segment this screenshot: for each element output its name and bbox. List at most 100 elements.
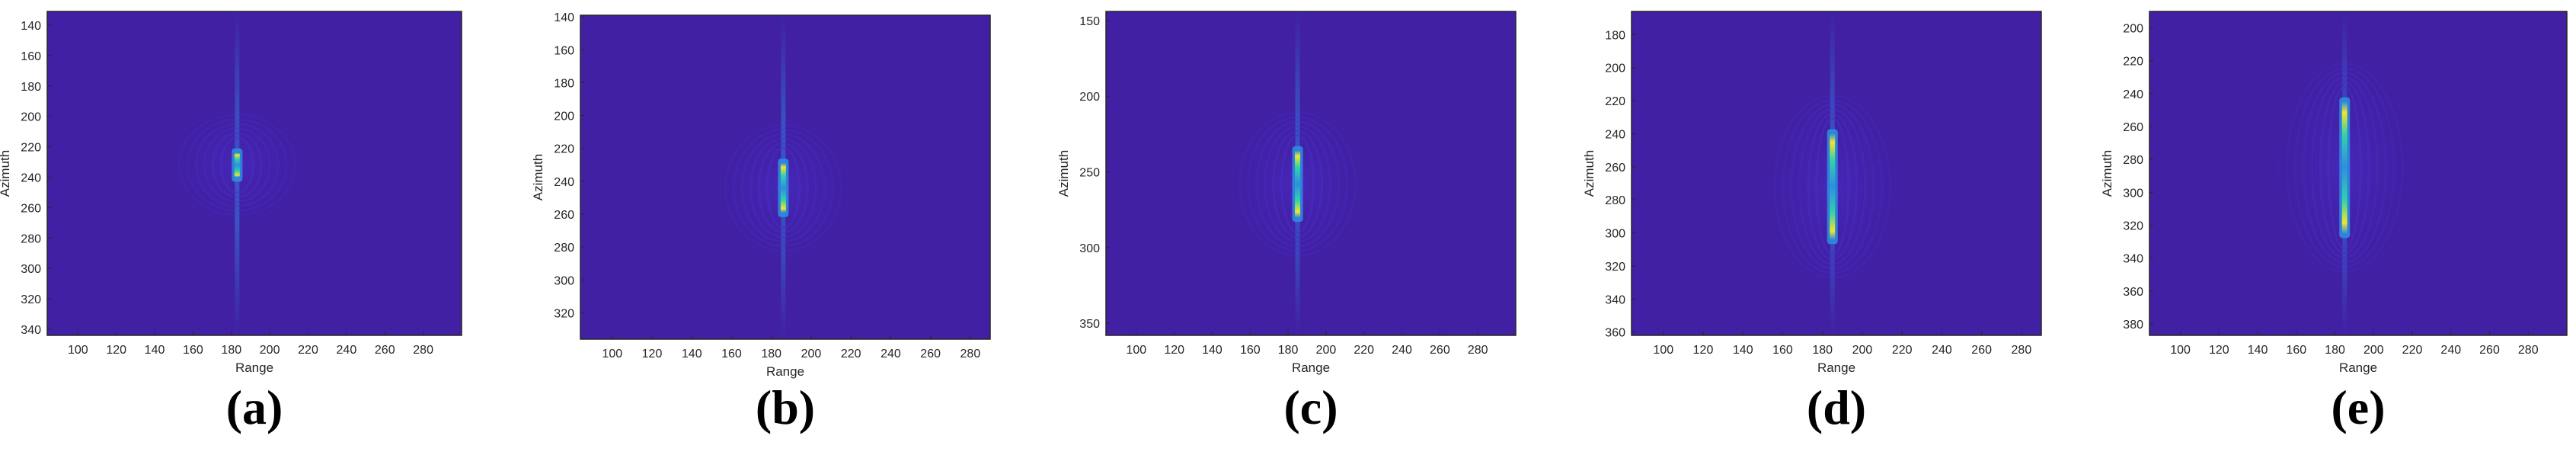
x-tick-label: 280 bbox=[1468, 344, 1488, 357]
y-tick-label: 160 bbox=[21, 50, 41, 63]
x-tick-label: 280 bbox=[413, 344, 433, 357]
y-axis-label: Azimuth bbox=[531, 154, 545, 200]
y-tick-label: 240 bbox=[1605, 128, 1625, 141]
panel-label: (b) bbox=[755, 380, 816, 434]
y-tick-label: 340 bbox=[2123, 253, 2143, 266]
y-tick-label: 300 bbox=[1605, 228, 1625, 241]
y-axis-label: Azimuth bbox=[0, 150, 12, 197]
y-tick-label: 260 bbox=[2123, 121, 2143, 134]
x-tick-label: 120 bbox=[642, 348, 663, 360]
y-tick-label: 240 bbox=[2123, 88, 2143, 101]
panel-label: (c) bbox=[1283, 380, 1338, 434]
heatmap-panel-3: 100 120 140 160 180 200 220 240 260 280 150 200 250 3… bbox=[1056, 11, 1517, 375]
target-response-core bbox=[234, 152, 240, 178]
x-axis-label: Range bbox=[1292, 360, 1330, 375]
heatmap-panel-1: 100 120 140 160 180 200 220 240 260 280 140 160 180 2… bbox=[0, 11, 462, 375]
x-tick-label: 100 bbox=[602, 348, 622, 360]
x-tick-label: 200 bbox=[2363, 344, 2384, 357]
heatmap-panel-4: 100 120 140 160 180 200 220 240 260 280 180 200 220 2… bbox=[1582, 11, 2042, 375]
x-tick-label: 220 bbox=[298, 344, 318, 357]
x-axis-ticks: 100 120 140 160 180 200 220 240 260 280 bbox=[602, 335, 980, 360]
y-tick-label: 180 bbox=[21, 81, 41, 94]
target-response-core bbox=[1295, 150, 1301, 218]
y-tick-label: 300 bbox=[2123, 187, 2143, 200]
x-tick-label: 220 bbox=[1354, 344, 1374, 357]
y-tick-label: 320 bbox=[554, 307, 574, 320]
y-tick-label: 200 bbox=[1605, 62, 1625, 75]
x-tick-label: 260 bbox=[1430, 344, 1450, 357]
x-tick-label: 140 bbox=[682, 348, 702, 360]
y-tick-label: 320 bbox=[2123, 219, 2143, 232]
x-tick-label: 200 bbox=[801, 348, 822, 360]
heatmap-panel-2: 100 120 140 160 180 200 220 240 260 280 140 160 180 2… bbox=[531, 11, 991, 379]
y-tick-label: 220 bbox=[2123, 56, 2143, 69]
x-tick-label: 160 bbox=[2286, 344, 2306, 357]
x-tick-label: 160 bbox=[1772, 344, 1793, 357]
plot-frame bbox=[1631, 11, 2042, 336]
x-tick-label: 180 bbox=[761, 348, 781, 360]
x-axis-ticks: 100 120 140 160 180 200 220 240 260 280 bbox=[1653, 332, 2031, 357]
target-response-core bbox=[780, 163, 786, 213]
target-response-core bbox=[1830, 133, 1836, 240]
x-tick-label: 200 bbox=[1852, 344, 1873, 357]
x-axis-ticks: 100 120 140 160 180 200 220 240 260 280 bbox=[2170, 332, 2539, 357]
x-tick-label: 180 bbox=[2325, 344, 2345, 357]
x-tick-label: 120 bbox=[1693, 344, 1714, 357]
x-tick-label: 240 bbox=[1932, 344, 1952, 357]
y-tick-label: 300 bbox=[21, 263, 41, 276]
y-tick-label: 200 bbox=[1079, 91, 1100, 104]
heatmap-panel-5: 100 120 140 160 180 200 220 240 260 2802002202402… bbox=[2100, 11, 2568, 375]
x-tick-label: 280 bbox=[2012, 344, 2032, 357]
y-tick-label: 320 bbox=[1605, 261, 1625, 274]
y-tick-label: 180 bbox=[554, 77, 574, 90]
y-tick-label: 280 bbox=[2123, 154, 2143, 167]
y-tick-label: 320 bbox=[21, 293, 41, 306]
x-tick-label: 220 bbox=[2402, 344, 2423, 357]
x-tick-label: 180 bbox=[1812, 344, 1833, 357]
y-tick-label: 260 bbox=[21, 202, 41, 215]
x-tick-label: 200 bbox=[1316, 344, 1337, 357]
x-tick-label: 280 bbox=[960, 348, 981, 360]
plot-frame bbox=[2149, 11, 2568, 336]
y-tick-label: 250 bbox=[1079, 167, 1100, 180]
x-tick-label: 140 bbox=[2248, 344, 2268, 357]
x-tick-label: 240 bbox=[2440, 344, 2461, 357]
x-tick-label: 240 bbox=[881, 348, 901, 360]
y-tick-label: 220 bbox=[21, 142, 41, 155]
x-axis-label: Range bbox=[2339, 360, 2377, 375]
x-tick-label: 160 bbox=[1240, 344, 1261, 357]
y-tick-label: 160 bbox=[554, 44, 574, 57]
y-axis-label: Azimuth bbox=[1582, 150, 1596, 197]
y-tick-label: 220 bbox=[554, 143, 574, 156]
y-tick-label: 220 bbox=[1605, 95, 1625, 108]
y-axis-ticks: 180 200 220 240 260 280 300 320 340 360 bbox=[1605, 29, 1635, 340]
y-tick-label: 340 bbox=[21, 324, 41, 337]
x-tick-label: 240 bbox=[337, 344, 357, 357]
x-tick-label: 260 bbox=[920, 348, 941, 360]
y-axis-ticks: 140 160 180 200 220 240 260 280 300 320 bbox=[554, 11, 584, 320]
panel-label: (a) bbox=[225, 380, 283, 434]
plot-frame bbox=[580, 14, 991, 340]
x-tick-label: 160 bbox=[721, 348, 742, 360]
y-tick-label: 150 bbox=[1079, 15, 1100, 28]
x-axis-ticks: 100 120 140 160 180 200 220 240 260 280 bbox=[1127, 332, 1488, 357]
x-tick-label: 280 bbox=[2518, 344, 2539, 357]
y-tick-label: 280 bbox=[21, 232, 41, 245]
y-axis-ticks: 140 160 180 200 220 240 260 280 300 320 340 bbox=[21, 20, 51, 337]
y-tick-label: 260 bbox=[554, 209, 574, 222]
plot-frame bbox=[1105, 11, 1517, 336]
x-tick-label: 260 bbox=[1971, 344, 1992, 357]
x-tick-label: 260 bbox=[375, 344, 395, 357]
y-tick-label: 280 bbox=[1605, 194, 1625, 207]
target-response-core bbox=[2341, 101, 2347, 234]
x-axis-label: Range bbox=[1817, 360, 1855, 375]
x-tick-label: 120 bbox=[106, 344, 126, 357]
y-tick-label: 300 bbox=[1079, 242, 1100, 255]
x-tick-label: 140 bbox=[1733, 344, 1753, 357]
y-tick-label: 200 bbox=[2123, 23, 2143, 36]
panel-label: (d) bbox=[1806, 380, 1867, 434]
y-axis-ticks: 150 200 250 300 350 bbox=[1079, 15, 1110, 331]
panel-label: (e) bbox=[2331, 380, 2386, 434]
x-axis-label: Range bbox=[235, 360, 273, 375]
x-tick-label: 240 bbox=[1392, 344, 1412, 357]
